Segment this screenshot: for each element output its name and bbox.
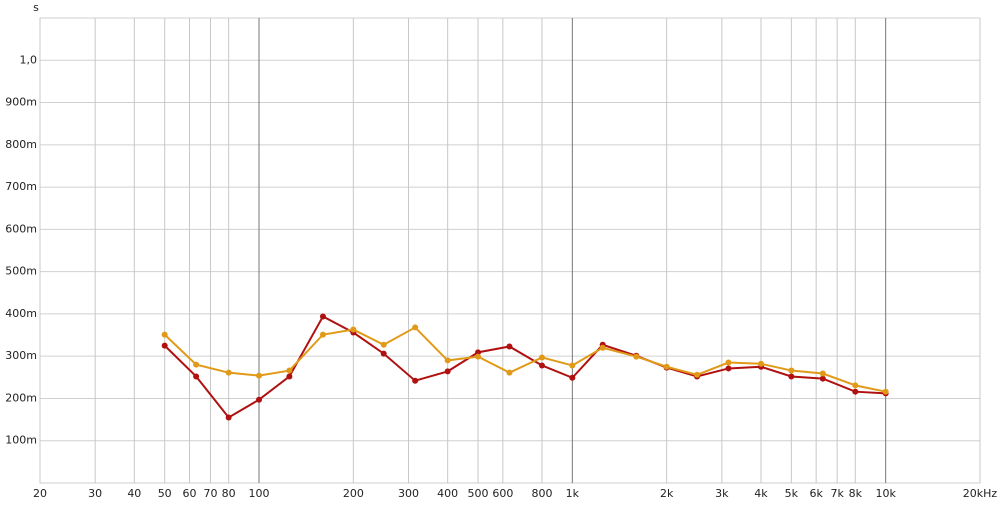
data-point [663, 363, 670, 370]
x-tick-label: 50 [158, 487, 172, 500]
data-point [788, 367, 795, 374]
x-tick-label: 200 [343, 487, 364, 500]
x-tick-label: 60 [182, 487, 196, 500]
data-point [538, 362, 545, 369]
y-tick-label: 100m [5, 434, 37, 447]
y-tick-label: 900m [5, 96, 37, 109]
data-point [694, 371, 701, 378]
series-line [163, 315, 886, 419]
data-point [475, 353, 482, 360]
data-point [725, 359, 732, 366]
x-tick-label: 40 [127, 487, 141, 500]
x-tick-label: 8k [849, 487, 863, 500]
data-point [506, 369, 513, 376]
y-tick-label: 1,0 [20, 53, 38, 66]
data-point [819, 375, 826, 382]
x-tick-label: 80 [222, 487, 236, 500]
x-tick-label: 500 [468, 487, 489, 500]
data-point [852, 382, 859, 389]
x-tick-label: 20 [33, 487, 47, 500]
y-tick-label: 200m [5, 391, 37, 404]
x-tick-label: 300 [398, 487, 419, 500]
data-point [757, 360, 764, 367]
data-point [412, 324, 419, 331]
data-point [538, 354, 545, 361]
data-point [286, 367, 293, 374]
data-point [444, 357, 451, 364]
data-point [161, 331, 168, 338]
x-tick-label: 3k [715, 487, 729, 500]
data-point [256, 396, 263, 403]
x-tick-label: 70 [203, 487, 217, 500]
data-point [475, 349, 482, 356]
data-point [412, 377, 419, 384]
data-point [569, 374, 576, 381]
data-point [599, 344, 606, 351]
x-tick-label: 10k [875, 487, 896, 500]
data-point [569, 362, 576, 369]
data-point [819, 370, 826, 377]
x-tick-label: 100 [249, 487, 270, 500]
y-tick-label: 300m [5, 349, 37, 362]
data-point [256, 372, 263, 379]
y-tick-label: 800m [5, 138, 37, 151]
data-point [380, 341, 387, 348]
data-point [225, 369, 232, 376]
y-tick-label: 700m [5, 180, 37, 193]
data-point [350, 326, 357, 333]
data-point [506, 343, 513, 350]
y-tick-label: 500m [5, 265, 37, 278]
x-tick-label: 1k [566, 487, 580, 500]
x-tick-label: 5k [785, 487, 799, 500]
x-tick-label: 600 [492, 487, 513, 500]
data-point [319, 313, 326, 320]
x-tick-label: 30 [88, 487, 102, 500]
x-tick-label: 7k [830, 487, 844, 500]
data-point [193, 361, 200, 368]
y-tick-label: 400m [5, 307, 37, 320]
x-tick-label: 6k [809, 487, 823, 500]
x-tick-label: 4k [754, 487, 768, 500]
x-tick-label: 800 [531, 487, 552, 500]
data-point [852, 388, 859, 395]
data-point [161, 342, 168, 349]
data-point [788, 373, 795, 380]
y-tick-label: 600m [5, 222, 37, 235]
plot-area [39, 17, 981, 484]
x-tick-label: 400 [437, 487, 458, 500]
data-point [725, 365, 732, 372]
data-point [444, 368, 451, 375]
data-point [225, 414, 232, 421]
data-point [319, 331, 326, 338]
data-point [380, 350, 387, 357]
data-point [882, 388, 889, 395]
series-line [163, 326, 886, 393]
y-axis-label: s [33, 1, 39, 14]
data-point [193, 373, 200, 380]
x-tick-label: 2k [660, 487, 674, 500]
data-point [633, 353, 640, 360]
data-point [286, 373, 293, 380]
x-tick-label: 20kHz [963, 487, 998, 500]
